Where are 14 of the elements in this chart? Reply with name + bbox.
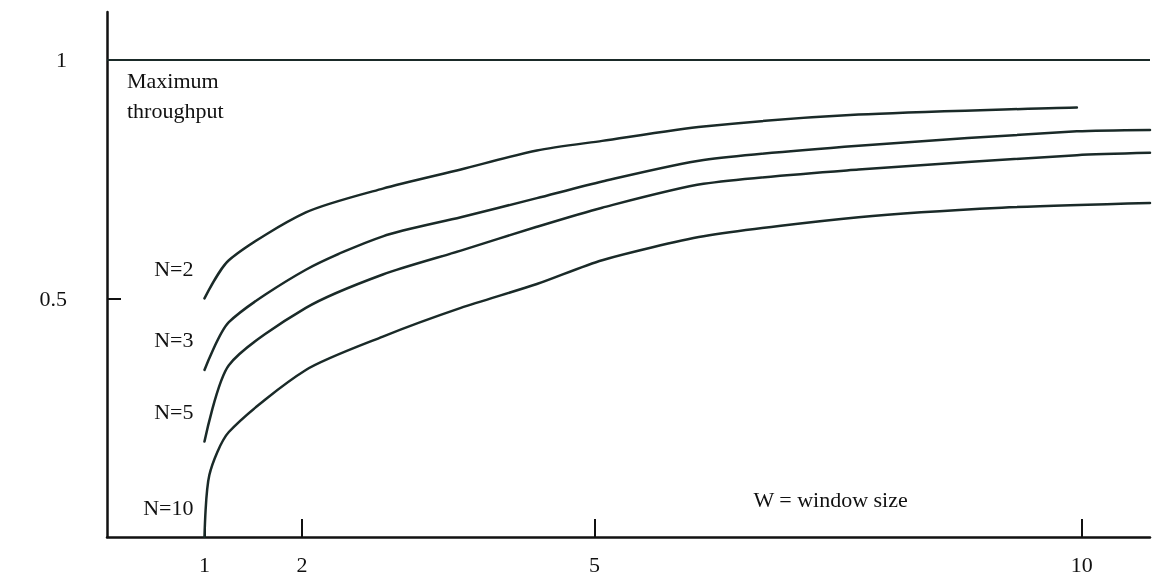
x-tick-label: 10 [1070, 551, 1093, 577]
ref-line-label: Maximum throughput [127, 68, 225, 124]
line-series [203, 128, 1152, 372]
y-tick-label: 0.5 [39, 285, 67, 311]
series-label: N=10 [143, 494, 194, 520]
x-axis-title: W = window size [753, 487, 908, 513]
line-series [203, 151, 1152, 443]
x-tick-label: 5 [588, 551, 600, 577]
series-label: N=3 [154, 327, 194, 353]
series-label: N=2 [154, 255, 194, 281]
line-series [203, 201, 1152, 539]
x-tick-label: 2 [296, 551, 308, 577]
series-label: N=5 [154, 399, 194, 425]
x-tick-label: 1 [198, 551, 210, 577]
